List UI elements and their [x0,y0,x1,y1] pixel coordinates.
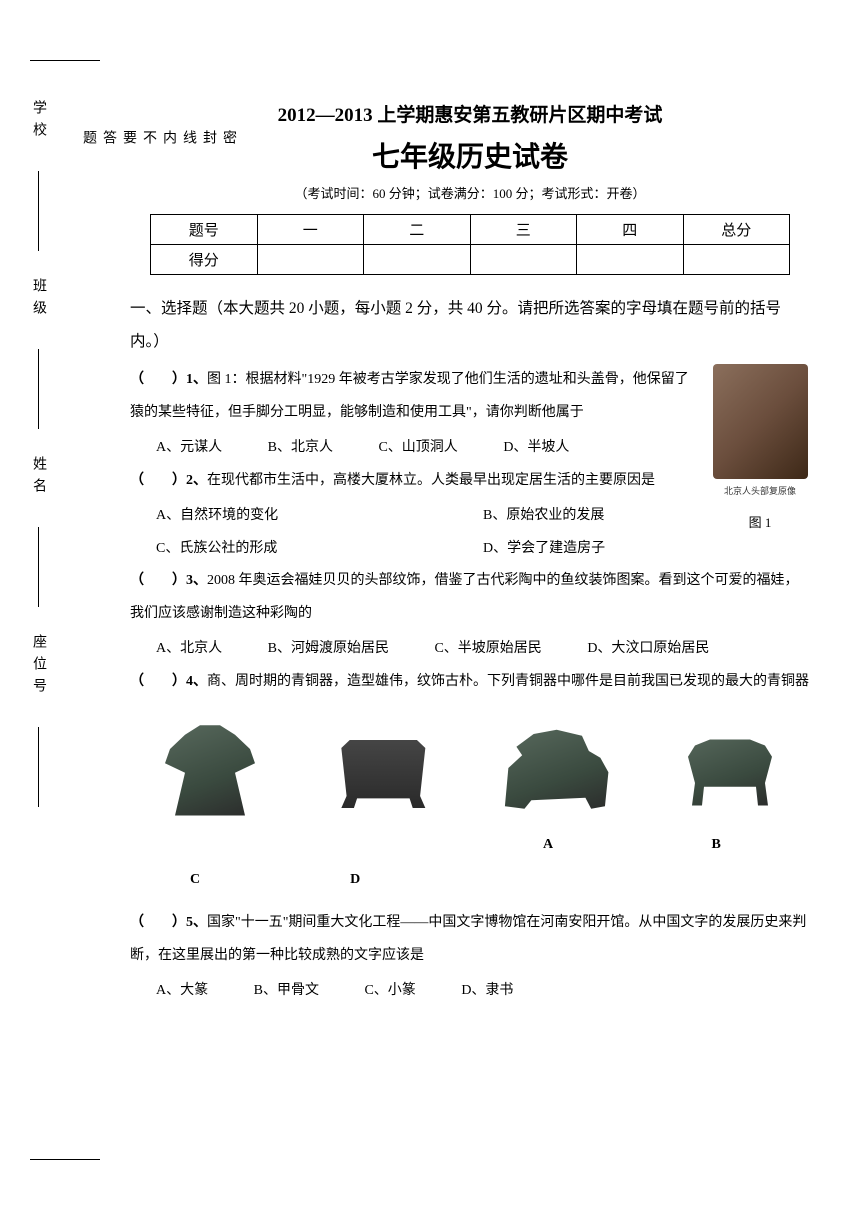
table-cell: 题号 [151,215,258,245]
bronze-image-4 [660,713,800,823]
score-input[interactable] [683,245,790,275]
table-cell: 一 [257,215,364,245]
field-class: 班级 [31,278,46,322]
bronze-labels-row2: C D [130,862,810,907]
question-text: （ ）5、国家"十一五"期间重大文化工程——中国文字博物馆在河南安阳开馆。从中国… [130,907,810,973]
option-c[interactable]: C、氏族公社的形成 [156,533,483,566]
exam-subtitle: 七年级历史试卷 [130,135,810,175]
option-d[interactable]: D、学会了建造房子 [483,533,810,566]
bronze-image-3 [487,713,627,823]
question-text: （ ）2、在现代都市生活中，高楼大厦林立。人类最早出现定居生活的主要原因是 [130,465,810,498]
beijing-man-image [713,364,808,479]
bronze-image-1 [140,713,280,823]
question-1: 北京人头部复原像 图 1 （ ）1、图 1：根据材料"1929 年被考古学家发现… [130,364,810,465]
question-4: （ ）4、商、周时期的青铜器，造型雄伟，纹饰古朴。下列青铜器中哪件是目前我国已发… [130,666,810,907]
question-2: （ ）2、在现代都市生活中，高楼大厦林立。人类最早出现定居生活的主要原因是 A、… [130,465,810,566]
table-row: 得分 [151,245,790,275]
option-label-b[interactable]: B [711,829,720,862]
options: A、自然环境的变化 B、原始农业的发展 C、氏族公社的形成 D、学会了建造房子 [130,500,810,566]
option-label-c[interactable]: C [190,864,200,897]
score-input[interactable] [364,245,471,275]
question-text: （ ）4、商、周时期的青铜器，造型雄伟，纹饰古朴。下列青铜器中哪件是目前我国已发… [130,666,810,699]
field-blank[interactable] [38,727,39,807]
table-cell: 总分 [683,215,790,245]
option-a[interactable]: A、大篆 [156,975,208,1008]
option-label-a[interactable]: A [543,829,553,862]
field-school: 学校 [31,100,46,144]
option-b[interactable]: B、北京人 [268,432,333,465]
option-c[interactable]: C、半坡原始居民 [434,633,541,666]
field-name: 姓名 [31,456,46,500]
option-d[interactable]: D、隶书 [461,975,513,1008]
exam-title: 2012—2013 上学期惠安第五教研片区期中考试 [130,100,810,127]
option-label-d[interactable]: D [350,864,360,897]
field-seat: 座位号 [31,634,46,700]
option-c[interactable]: C、小篆 [364,975,415,1008]
field-blank[interactable] [38,171,39,251]
bronze-image-2 [313,713,453,823]
question-text: （ ）1、图 1：根据材料"1929 年被考古学家发现了他们生活的遗址和头盖骨，… [130,364,700,430]
bronze-images-row [130,701,810,829]
option-a[interactable]: A、自然环境的变化 [156,500,483,533]
field-blank[interactable] [38,527,39,607]
option-a[interactable]: A、北京人 [156,633,222,666]
table-cell: 得分 [151,245,258,275]
section-title: 一、选择题（本大题共 20 小题，每小题 2 分，共 40 分。请把所选答案的字… [130,293,810,358]
seal-char: 答 [98,130,118,1030]
question-text: （ ）3、2008 年奥运会福娃贝贝的头部纹饰，借鉴了古代彩陶中的鱼纹装饰图案。… [130,565,810,631]
question-5: （ ）5、国家"十一五"期间重大文化工程——中国文字博物馆在河南安阳开馆。从中国… [130,907,810,1008]
score-table: 题号 一 二 三 四 总分 得分 [150,214,790,275]
seal-char: 题 [78,130,98,1030]
option-b[interactable]: B、原始农业的发展 [483,500,810,533]
option-b[interactable]: B、甲骨文 [254,975,319,1008]
score-input[interactable] [577,245,684,275]
student-info-fields: 学校 班级 姓名 座位号 [28,100,48,1100]
main-content: 2012—2013 上学期惠安第五教研片区期中考试 七年级历史试卷 （考试时间：… [130,100,810,1007]
option-d[interactable]: D、半坡人 [503,432,569,465]
option-a[interactable]: A、元谋人 [156,432,222,465]
bronze-labels-row1: . . A B [130,829,810,862]
score-input[interactable] [470,245,577,275]
question-3: （ ）3、2008 年奥运会福娃贝贝的头部纹饰，借鉴了古代彩陶中的鱼纹装饰图案。… [130,565,810,666]
option-c[interactable]: C、山顶洞人 [378,432,457,465]
options: A、北京人 B、河姆渡原始居民 C、半坡原始居民 D、大汶口原始居民 [130,633,810,666]
field-blank[interactable] [38,349,39,429]
score-input[interactable] [257,245,364,275]
table-cell: 三 [470,215,577,245]
table-cell: 二 [364,215,471,245]
options: A、元谋人 B、北京人 C、山顶洞人 D、半坡人 [130,432,700,465]
options: A、大篆 B、甲骨文 C、小篆 D、隶书 [130,975,810,1008]
table-row: 题号 一 二 三 四 总分 [151,215,790,245]
exam-info: （考试时间：60 分钟；试卷满分：100 分；考试形式：开卷） [130,183,810,202]
option-b[interactable]: B、河姆渡原始居民 [268,633,389,666]
table-cell: 四 [577,215,684,245]
option-d[interactable]: D、大汶口原始居民 [587,633,709,666]
